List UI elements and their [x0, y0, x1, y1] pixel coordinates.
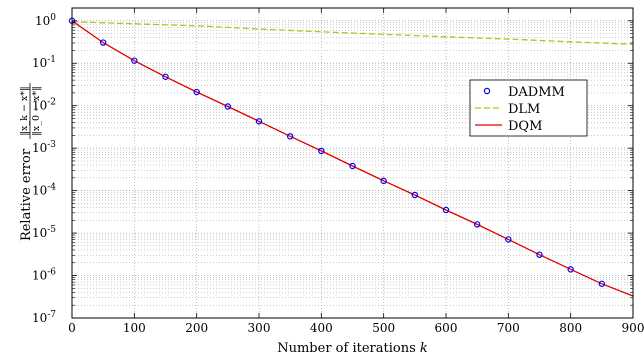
legend-label-dqm: DQM: [508, 119, 542, 134]
x-tick-label: 700: [497, 321, 520, 335]
data-point-dadmm: [193, 88, 200, 96]
data-point-dadmm: [567, 266, 574, 273]
data-point-dadmm: [99, 39, 107, 46]
x-tick-label: 300: [248, 321, 271, 335]
x-tick-label: 500: [372, 321, 395, 335]
data-point-dadmm: [224, 103, 232, 110]
data-point-dadmm: [318, 147, 325, 155]
y-tick-label: 10-2: [32, 98, 56, 113]
data-point-dadmm: [380, 177, 387, 185]
series-layer: [68, 17, 634, 297]
y-axis-label-numerator: ‖x_k − x*‖: [19, 86, 30, 135]
x-tick-label: 800: [559, 321, 582, 335]
x-axis-label: Number of iterations k: [277, 341, 428, 356]
plot-frame: [71, 7, 634, 319]
data-point-dadmm: [411, 191, 419, 199]
data-point-dadmm: [255, 118, 263, 125]
x-tick-label: 900: [622, 321, 644, 335]
data-point-dadmm: [349, 162, 356, 170]
legend-label-dlm: DLM: [508, 102, 540, 117]
data-point-dadmm: [505, 236, 512, 243]
data-point-dadmm: [598, 280, 606, 287]
y-tick-label: 10-3: [32, 140, 56, 155]
legend: DADMM DLM DQM: [469, 79, 588, 137]
data-point-dadmm: [473, 221, 481, 228]
y-tick-label: 10-6: [32, 268, 56, 283]
data-point-dadmm: [131, 57, 138, 64]
series-line-dqm: [71, 20, 634, 297]
x-tick-label: 200: [185, 321, 208, 335]
y-axis-label-text: Relative error: [19, 148, 34, 241]
y-tick-label: 10-7: [32, 310, 56, 325]
data-point-dadmm: [162, 73, 169, 80]
y-axis-label: Relative error ‖x_k − x*‖ ‖x_0 − x*‖: [19, 83, 42, 241]
data-point-dadmm: [286, 133, 294, 140]
data-point-dadmm: [536, 251, 543, 258]
axes-layer: 0 100 200 300 400 500 600 700 800 900 100 10-1 10-2 1…: [32, 7, 644, 335]
x-axis-label-text: Number of iterations: [277, 341, 416, 356]
y-tick-label: 10-5: [32, 225, 56, 240]
y-tick-label: 100: [35, 13, 56, 28]
legend-label-dadmm: DADMM: [508, 85, 565, 100]
x-tick-label: 0: [68, 321, 76, 335]
x-tick-label: 100: [123, 321, 146, 335]
y-axis-label-denominator: ‖x_0 − x*‖: [31, 86, 42, 136]
x-tick-label: 600: [435, 321, 458, 335]
data-point-dadmm: [442, 206, 450, 214]
x-tick-label: 400: [310, 321, 333, 335]
series-line-dlm: [71, 21, 634, 45]
y-tick-label: 10-1: [32, 55, 56, 70]
x-axis-label-var: k: [420, 341, 428, 356]
legend-marker-dadmm: [483, 87, 491, 95]
y-tick-label: 10-4: [32, 183, 56, 198]
